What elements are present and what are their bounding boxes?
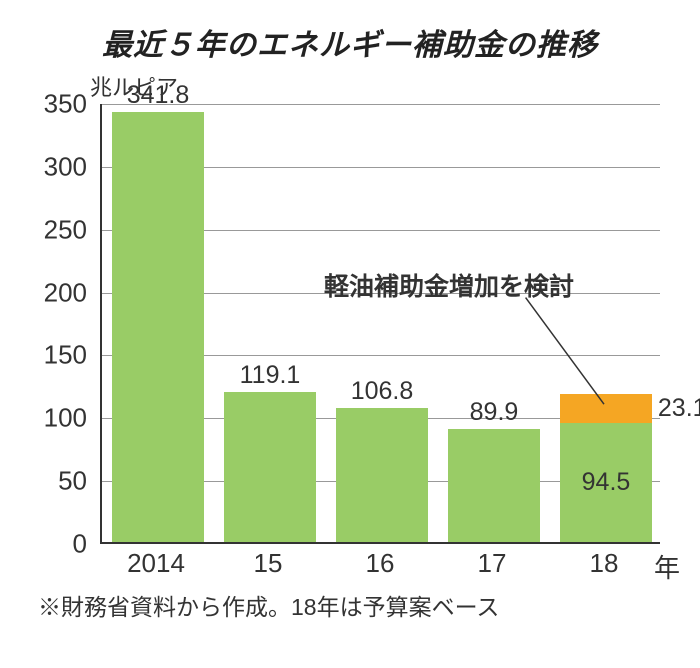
y-tick: 0: [73, 529, 87, 560]
bar-segment: [448, 429, 540, 542]
x-tick: 16: [366, 548, 395, 579]
x-tick: 15: [254, 548, 283, 579]
annotation-text: 軽油補助金増加を検討: [324, 267, 574, 303]
y-tick: 150: [44, 340, 87, 371]
segment-value-label: 94.5: [560, 468, 652, 497]
x-tick: 2014: [127, 548, 185, 579]
bar: 119.1: [224, 392, 316, 542]
bar-value-label: 341.8: [112, 81, 204, 110]
x-axis: 201415161718年: [100, 548, 660, 584]
bar-value-label: 119.1: [224, 361, 316, 390]
y-tick: 100: [44, 403, 87, 434]
plot-area: 050100150200250300350 341.8119.1106.889.…: [20, 104, 680, 584]
x-tick: 18: [590, 548, 619, 579]
y-tick: 200: [44, 277, 87, 308]
y-tick: 350: [44, 89, 87, 120]
y-axis: 050100150200250300350: [20, 104, 95, 584]
bar-segment: [336, 408, 428, 542]
grid-area: 341.8119.1106.889.994.523.1: [100, 104, 660, 544]
bar: 341.8: [112, 112, 204, 542]
bar-segment: [560, 394, 652, 423]
segment-value-label: 23.1: [658, 394, 700, 423]
bar: 89.9: [448, 429, 540, 542]
bar-value-label: 89.9: [448, 398, 540, 427]
bar-segment: [224, 392, 316, 542]
chart-footnote: ※財務省資料から作成。18年は予算案ベース: [38, 588, 680, 622]
bar-value-label: 106.8: [336, 377, 428, 406]
y-tick: 50: [58, 466, 87, 497]
y-tick: 300: [44, 151, 87, 182]
energy-subsidy-chart: 最近５年のエネルギー補助金の推移 兆ルピア 050100150200250300…: [20, 20, 680, 648]
bar: 94.523.1: [560, 394, 652, 542]
bar-segment: [112, 112, 204, 542]
bar: 106.8: [336, 408, 428, 542]
chart-title: 最近５年のエネルギー補助金の推移: [20, 20, 680, 64]
x-axis-suffix: 年: [654, 548, 680, 585]
x-tick: 17: [478, 548, 507, 579]
y-tick: 250: [44, 214, 87, 245]
